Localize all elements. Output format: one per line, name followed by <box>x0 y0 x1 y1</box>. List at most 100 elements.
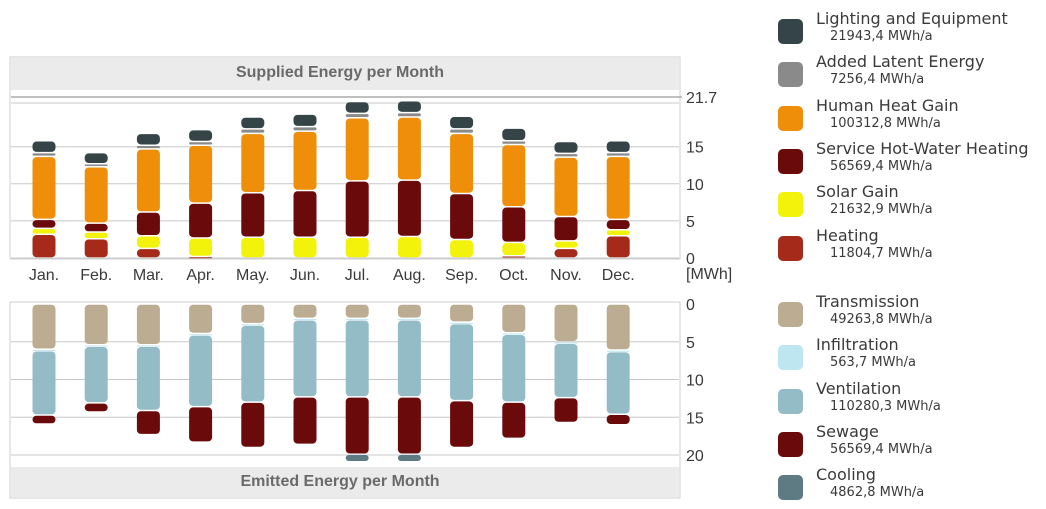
emitted-bar-segment <box>554 304 578 341</box>
emitted-bar-segment <box>241 402 265 447</box>
supplied-bar-segment <box>502 145 526 207</box>
emitted-bar-segment <box>554 398 578 422</box>
supplied-bar-segment <box>32 153 56 156</box>
supplied-bar-segment <box>502 243 526 256</box>
month-label: Sep. <box>445 267 478 284</box>
emitted-bar-segment <box>554 342 578 344</box>
supplied-bar-segment <box>554 217 578 241</box>
emitted-bar-segment <box>136 411 160 434</box>
legend-item: Heating 11804,7 MWh/a <box>778 226 1046 270</box>
supplied-bar-segment <box>397 180 421 236</box>
legend-series-name: Infiltration <box>816 335 899 355</box>
emitted-bar-segment <box>606 414 630 425</box>
supplied-bar-segment <box>189 257 213 259</box>
emitted-bar-segment <box>293 397 317 444</box>
emitted-bar-segment <box>450 401 474 447</box>
legend-series-name: Sewage <box>816 421 879 441</box>
supplied-bar-segment <box>84 232 108 238</box>
emitted-bar-segment <box>345 319 369 321</box>
supplied-bar-segment <box>189 142 213 145</box>
emitted-bar-segment <box>241 325 265 402</box>
supplied-bar-segment <box>32 235 56 258</box>
emitted-bar-segment <box>84 345 108 347</box>
month-label: Jun. <box>290 267 320 284</box>
supplied-bar-segment <box>450 134 474 193</box>
emitted-bar-segment <box>502 402 526 438</box>
supplied-bar-segment <box>293 114 317 126</box>
emitted-y-tick-label: 20 <box>686 448 704 465</box>
emitted-bar-segment <box>502 304 526 332</box>
emitted-bar-segment <box>345 454 369 462</box>
emitted-bar-segment <box>606 350 630 352</box>
supplied-bar-segment <box>502 128 526 141</box>
supplied-bar-segment <box>397 101 421 112</box>
legend-swatch <box>778 388 803 414</box>
supplied-bar-segment <box>32 157 56 219</box>
legend-series-total: 21632,9 MWh/a <box>830 202 933 218</box>
legend-series-name: Heating <box>816 225 879 245</box>
supplied-bar-segment <box>554 241 578 248</box>
supplied-bar-segment <box>397 117 421 180</box>
emitted-bar-segment <box>450 324 474 400</box>
supplied-bar-segment <box>450 117 474 129</box>
emitted-bar-segment <box>293 304 317 318</box>
supplied-bar-segment <box>345 118 369 181</box>
legend-series-name: Human Heat Gain <box>816 95 959 115</box>
month-label: Oct. <box>499 267 528 284</box>
emitted-y-tick-label: 5 <box>686 335 695 352</box>
legend: Lighting and Equipment 21943,4 MWh/a Added… <box>778 0 1046 504</box>
legend-series-total: 21943,4 MWh/a <box>830 29 933 44</box>
emitted-bar-segment <box>189 334 213 336</box>
emitted-bar-segment <box>397 319 421 321</box>
supplied-bar-segment <box>606 236 630 258</box>
emitted-bar-segment <box>32 415 56 424</box>
legend-series-name: Cooling <box>816 465 876 485</box>
supplied-bar-segment <box>397 237 421 258</box>
month-label: Mar. <box>133 267 164 284</box>
month-label: Nov. <box>550 267 582 284</box>
emitted-bar-segment <box>32 350 56 352</box>
month-label: Apr. <box>186 267 214 284</box>
unit-label: [MWh] <box>686 266 732 283</box>
emitted-bar-segment <box>293 319 317 321</box>
supplied-bar-segment <box>345 181 369 237</box>
supplied-y-tick-label: 0 <box>686 251 695 268</box>
legend-swatch <box>778 475 803 501</box>
supplied-bar-segment <box>84 153 108 164</box>
emitted-bar-segment <box>189 407 213 442</box>
supplied-bar-segment <box>606 230 630 235</box>
supplied-bar-segment <box>606 153 630 156</box>
emitted-bar-segment <box>84 304 108 345</box>
emitted-bar-segment <box>84 347 108 403</box>
legend-item: Infiltration 563,7 MWh/a <box>778 335 1046 379</box>
emitted-bar-segment <box>345 304 369 318</box>
legend-series-name: Lighting and Equipment <box>816 9 1008 28</box>
supplied-bar-segment <box>606 157 630 219</box>
supplied-y-tick-label: 15 <box>686 140 704 157</box>
legend-item: Ventilation 110280,3 MWh/a <box>778 379 1046 423</box>
emitted-bar-segment <box>84 403 108 412</box>
supplied-chart-frame: Supplied Energy per Month <box>9 56 681 260</box>
emitted-bar-segment <box>397 320 421 397</box>
emitted-bar-segment <box>502 334 526 402</box>
supplied-bar-segment <box>450 129 474 133</box>
supplied-chart-title: Supplied Energy per Month <box>236 64 444 81</box>
supplied-bar-segment <box>502 207 526 242</box>
emitted-bar-segment <box>606 304 630 350</box>
supplied-bar-segment <box>241 134 265 192</box>
legend-item: Transmission 49263,8 MWh/a <box>778 292 1046 336</box>
legend-swatch <box>778 345 803 371</box>
supplied-bar-segment <box>189 145 213 203</box>
month-label: Dec. <box>602 267 635 284</box>
emitted-bar-segment <box>241 324 265 326</box>
supplied-bar-segment <box>32 229 56 234</box>
legend-series-total: 110280,3 MWh/a <box>830 398 941 414</box>
month-label: Feb. <box>80 267 112 284</box>
supplied-bar-segment <box>189 238 213 256</box>
supplied-bar-segment <box>345 237 369 258</box>
supplied-bar-segment <box>293 237 317 258</box>
emitted-bar-segment <box>554 344 578 397</box>
supplied-bar-segment <box>502 256 526 258</box>
supplied-bar-segment <box>397 113 421 117</box>
supplied-bar-segment <box>606 220 630 230</box>
